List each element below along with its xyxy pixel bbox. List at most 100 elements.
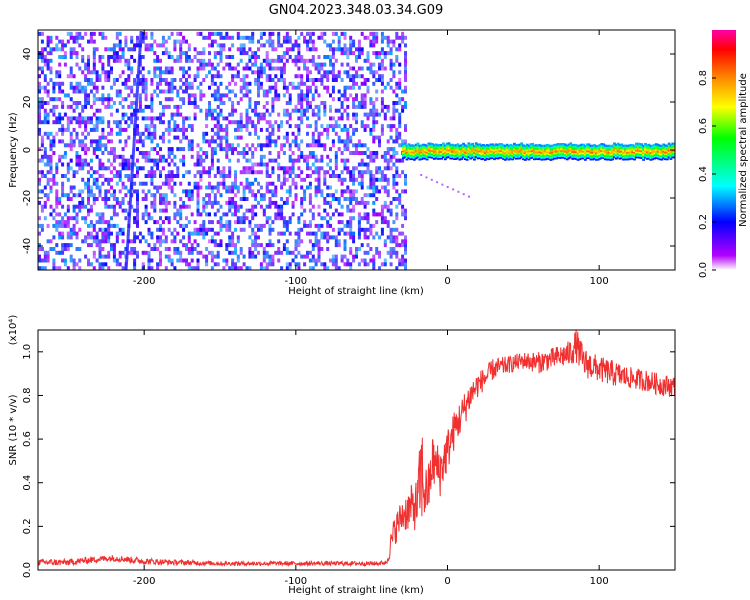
spectrogram-cell [161,120,165,125]
spectrogram-cell [303,223,307,228]
spectrogram-cell [277,154,281,159]
spectrogram-cell [127,78,131,82]
spectrogram-cell [199,93,203,98]
spectrogram-cell [46,135,50,140]
spectrogram-cell [286,270,289,274]
spectrogram-cell [337,116,341,121]
spectrogram-signal-cell [594,145,598,148]
spectrogram-signal-cell [545,149,549,152]
spectrogram-cell [343,51,347,56]
spectrogram-cell [234,174,237,178]
spectrogram-cell [265,139,269,144]
spectrogram-cell [38,177,41,182]
spectrogram-cell [383,112,387,117]
spectrogram-cell [61,124,65,129]
spectrogram-cell [127,177,131,182]
spectrogram-cell [392,74,396,79]
spectrogram-cell [349,227,353,232]
spectrogram-signal-cell [564,155,567,158]
spectrogram-cell [112,55,116,59]
spectrogram-cell [386,35,390,40]
spectrogram-signal-cell [443,156,447,159]
spectrogram-cell [383,220,387,225]
spectrogram-cell [46,258,50,263]
spectrogram-cell [386,189,390,194]
spectrogram-cell [150,193,154,198]
spectrogram-cell [124,193,128,198]
spectrogram-cell [268,262,272,267]
spectrogram-signal-cell [596,153,600,156]
spectrogram-cell [231,120,235,125]
spectrogram-cell [237,270,240,274]
spectrogram-cell [179,181,183,186]
spectrogram-signal-cell [609,153,613,156]
spectrogram-cell [369,158,373,163]
spectrogram-cell [352,78,356,82]
spectrogram-cell [164,81,168,86]
spectrogram-cell [124,58,128,63]
spectrogram-cell [308,104,312,109]
spectrogram-cell [124,166,128,171]
spectrogram-cell [144,151,148,155]
spectrogram-cell [130,120,134,125]
spectrogram-cell [375,270,378,274]
spectrogram-cell [291,166,295,171]
spectrogram-cell [375,51,379,56]
spectrogram-cell [257,189,260,194]
spectrogram-signal-cell [658,149,662,152]
spectrogram-cell [187,97,191,102]
spectrogram-cell [231,250,235,255]
spectrogram-cell [349,151,353,155]
spectrogram-signal-cell [538,150,542,153]
spectrogram-signal-cell [616,149,620,152]
spectrogram-cell [95,47,99,52]
spectrogram-cell [295,270,298,274]
spectrogram-cell [343,124,347,129]
spectrogram-cell [112,51,116,56]
spectrogram-cell [222,170,226,175]
spectrogram-cell [176,93,180,98]
spectrogram-cell [311,97,315,102]
spectrogram-cell [404,181,407,186]
spectrogram-signal-cell [547,149,551,152]
spectrogram-signal-cell [644,153,647,156]
spectrogram-signal-cell [620,143,624,146]
spectrogram-cell [257,243,260,248]
spectrogram-cell [202,208,206,213]
spectrogram-signal-cell [573,145,576,148]
spectrogram-cell [202,231,206,236]
spectrogram-cell [43,258,47,263]
spectrogram-cell [357,174,361,178]
spectrogram-signal-cell [505,148,509,151]
spectrogram-cell [303,97,307,102]
spectrogram-cell [173,174,177,178]
spectrogram-cell [404,208,407,213]
spectrogram-cell [141,131,145,136]
spectrogram-cell [124,139,128,144]
spectrogram-cell [392,43,396,48]
spectrogram-signal-cell [616,151,620,154]
spectrogram-cell [395,235,399,240]
spectrogram-signal-cell [491,155,494,158]
spectrogram-cell [329,70,332,75]
spectrogram-cell [127,166,131,171]
spectrogram-cell [303,220,307,225]
spectrogram-cell [372,101,376,105]
spectrogram-cell [291,139,295,144]
spectrogram-cell [366,112,370,117]
spectrogram-cell [231,197,235,201]
spectrogram-cell [378,66,381,71]
spectrogram-signal-cell [502,150,505,154]
spectrogram-streak-cell [134,114,138,118]
spectrogram-cell [161,35,165,40]
spectrogram-signal-cell [602,156,605,160]
spectrogram-signal-cell [642,155,645,158]
spectrogram-cell [161,197,165,201]
spectrogram-cell [193,174,197,178]
spectrogram-cell [176,104,180,109]
spectrogram-cell [159,200,162,205]
spectrogram-signal-cell [427,154,431,157]
spectrogram-cell [89,143,93,148]
spectrogram-cell [153,247,157,251]
spectrogram-signal-cell [422,148,425,151]
